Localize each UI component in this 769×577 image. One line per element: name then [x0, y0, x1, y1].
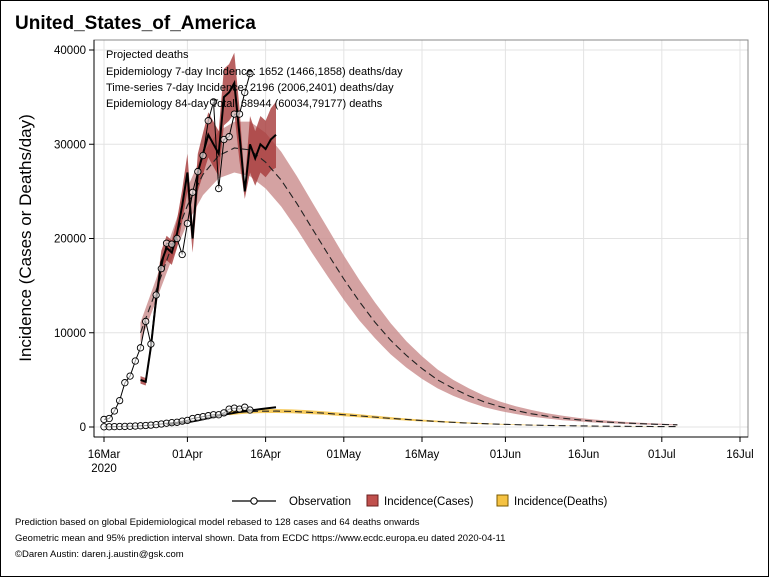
- legend-observation-marker: [250, 497, 258, 505]
- observation-point: [142, 317, 150, 326]
- y-tick-label: 30000: [54, 139, 86, 151]
- footer-line: Prediction based on global Epidemiologic…: [15, 517, 420, 528]
- observation-point: [225, 133, 233, 141]
- observation-point: [115, 396, 124, 405]
- legend: Observation Incidence(Cases) Incidence(D…: [232, 494, 607, 508]
- observation-point: [152, 291, 160, 299]
- annotation-box: Projected deaths Epidemiology 7-day Inci…: [106, 49, 403, 110]
- observation-point: [204, 117, 212, 125]
- observation-point: [178, 250, 186, 259]
- annotation-line: Time-series 7-day Incidence: 2196 (2006,…: [106, 82, 394, 94]
- annotation-line: Epidemiology 84-day Total: 68944 (60034,…: [106, 98, 383, 110]
- legend-label: Incidence(Deaths): [514, 496, 607, 508]
- observation-markers: [100, 69, 254, 431]
- observation-point: [246, 406, 254, 414]
- legend-cases-swatch: [366, 494, 379, 507]
- observation-point: [235, 110, 244, 118]
- observation-point: [220, 409, 228, 417]
- observation-point: [157, 265, 165, 273]
- observation-point: [188, 188, 197, 196]
- y-axis: 0 10000 20000 30000 40000: [54, 40, 95, 437]
- y-axis-label: Incidence (Cases or Deaths/day): [16, 114, 35, 362]
- annotation-line: Epidemiology 7-day Incidence: 1652 (1466…: [106, 66, 403, 78]
- x-tick-label: 01Jun: [490, 449, 521, 461]
- observation-point: [241, 88, 249, 97]
- cases-timeseries-line: [140, 79, 277, 384]
- deaths-mean-line: [229, 410, 678, 428]
- y-tick-label: 0: [80, 422, 86, 434]
- observation-point: [199, 151, 207, 160]
- legend-entry-cases: Incidence(Cases): [366, 494, 474, 508]
- x-tick-label: 01Jul: [648, 449, 676, 461]
- observation-point: [246, 69, 254, 78]
- observation-point: [168, 240, 176, 248]
- x-tick-label: 01Apr: [172, 449, 203, 461]
- observation-point: [126, 372, 134, 380]
- footer-line: Geometric mean and 95% prediction interv…: [15, 533, 505, 544]
- x-tick-label: 16Jun: [568, 449, 599, 461]
- x-tick-label: 16May: [405, 449, 440, 461]
- y-tick-label: 10000: [54, 328, 86, 340]
- observation-point: [121, 379, 129, 387]
- legend-entry-deaths: Incidence(Deaths): [496, 494, 607, 508]
- observation-point: [183, 219, 192, 228]
- observation-point: [194, 167, 202, 176]
- y-tick-label: 40000: [54, 45, 86, 57]
- observation-point: [131, 357, 139, 365]
- legend-label: Incidence(Cases): [384, 496, 474, 508]
- cases-mean-line: [139, 147, 678, 426]
- legend-entry-observation: Observation: [232, 496, 351, 508]
- x-tick-label: 16Apr: [250, 449, 281, 461]
- observation-point: [173, 234, 181, 243]
- observation-point: [105, 414, 113, 423]
- observation-point: [209, 98, 218, 106]
- x-axis: 16Mar 2020 01Apr 16Apr 01May 16May 01Jun 16Jun 0…: [88, 436, 754, 475]
- observation-point: [215, 184, 223, 193]
- observation-point: [147, 340, 155, 348]
- x-tick-label: 16Mar: [88, 449, 121, 461]
- legend-label: Observation: [289, 496, 351, 508]
- x-tick-label: 16Jul: [726, 449, 754, 461]
- observation-point: [110, 407, 119, 415]
- footer-line: ©Daren Austin: daren.j.austin@gsk.com: [15, 549, 184, 560]
- x-tick-sublabel: 2020: [91, 463, 117, 475]
- observation-point: [136, 344, 145, 352]
- y-tick-label: 20000: [54, 234, 86, 246]
- legend-deaths-swatch: [496, 494, 509, 507]
- annotation-line: Projected deaths: [106, 49, 189, 61]
- x-tick-label: 01May: [327, 449, 362, 461]
- cases-prediction-band: [140, 121, 678, 426]
- chart-title: United_States_of_America: [15, 13, 256, 34]
- deaths-prediction-band: [229, 409, 678, 427]
- footer-notes: Prediction based on global Epidemiologic…: [15, 517, 505, 560]
